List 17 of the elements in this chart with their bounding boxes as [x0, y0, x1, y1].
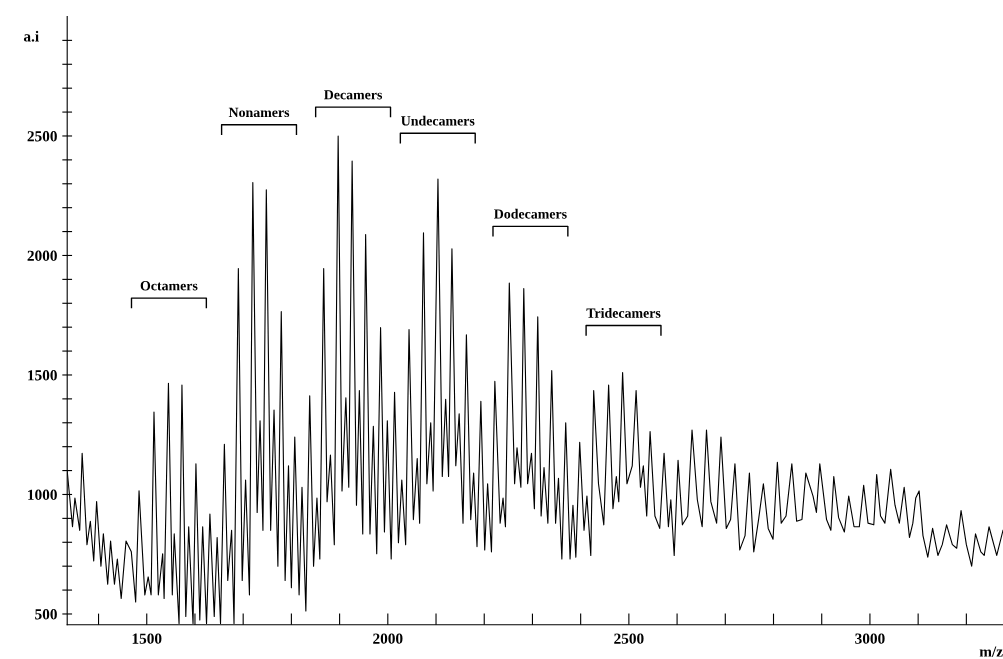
y-tick-label: 2000 — [27, 250, 57, 261]
annotation: Octamers — [140, 281, 198, 291]
y-tick-label: 1500 — [28, 370, 57, 381]
x-tick-label: 3000 — [855, 633, 885, 644]
x-tick-label: 1500 — [132, 633, 162, 644]
y-tick-label: 2500 — [27, 131, 57, 142]
y-tick-label: 1000 — [28, 489, 57, 500]
x-tick-label: 2000 — [373, 633, 403, 644]
annotation: Tridecamers — [586, 308, 661, 318]
annotation: Dodecamers — [494, 208, 567, 219]
x-tick-label: 2500 — [614, 633, 644, 644]
annotation: Decamers — [324, 90, 383, 100]
annotation: Nonamers — [228, 107, 290, 118]
annotation: Undecamers — [401, 115, 475, 126]
y-tick-label: 500 — [35, 609, 57, 620]
x-axis-title: m/z — [979, 646, 1003, 657]
y-axis-title: a.i — [23, 30, 39, 42]
